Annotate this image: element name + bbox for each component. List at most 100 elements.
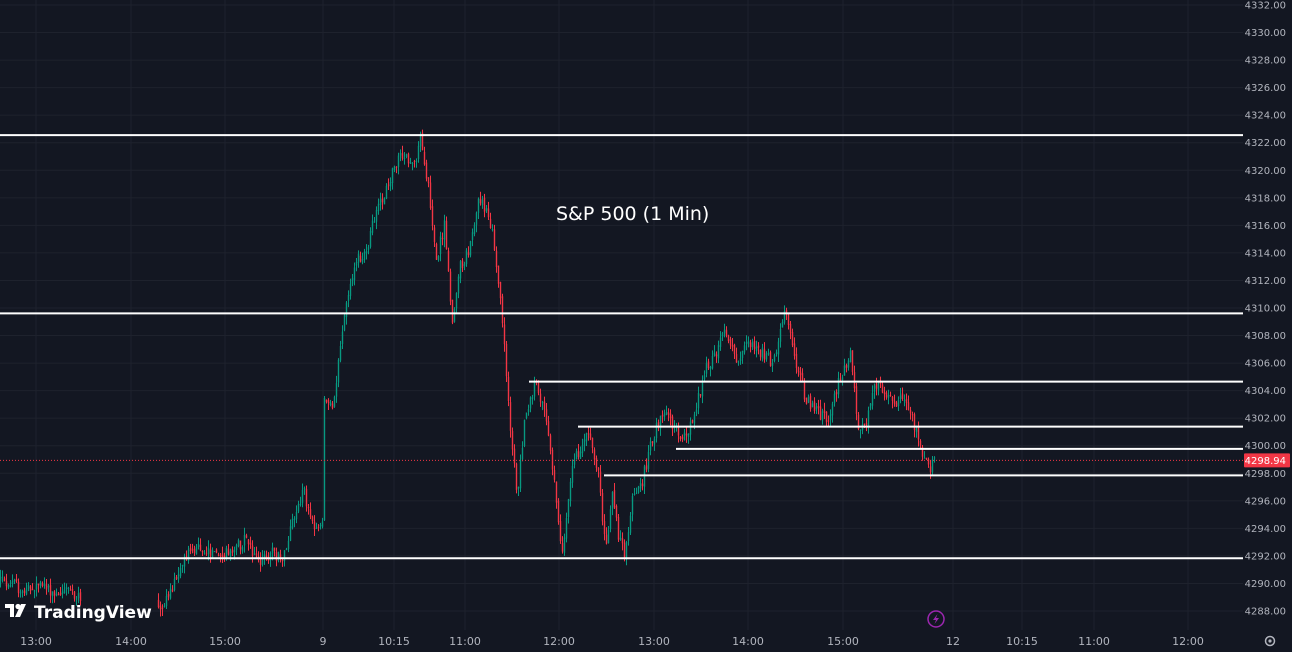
candle-body xyxy=(545,409,548,422)
time-axis[interactable]: 13:00 14:00 15:00 9 10:15 11:00 12:00 13:00 14:0… xyxy=(20,635,1204,648)
candle-body xyxy=(559,521,562,542)
gear-icon[interactable] xyxy=(1264,635,1276,647)
candle-body xyxy=(781,321,784,328)
candle-body xyxy=(469,241,472,256)
candle-body xyxy=(695,409,698,414)
candle-body xyxy=(649,441,652,451)
candle-body xyxy=(397,155,400,168)
candle-body xyxy=(563,537,566,553)
price-tick-label: 4308.00 xyxy=(1245,331,1286,342)
candle-body xyxy=(55,593,58,596)
candle-body xyxy=(835,392,838,395)
candle-body xyxy=(851,350,854,372)
candle-body xyxy=(533,381,536,397)
candle-body xyxy=(183,556,186,567)
candle-body xyxy=(79,592,82,602)
candle-body xyxy=(813,401,816,412)
lightning-icon[interactable] xyxy=(927,610,945,628)
candle-body xyxy=(785,310,788,314)
candle-body xyxy=(427,177,430,184)
candle-body xyxy=(797,367,800,373)
candle-body xyxy=(529,397,532,409)
candle-body xyxy=(597,467,600,471)
candle-body xyxy=(761,347,764,359)
candle-body xyxy=(191,549,194,551)
candle-body xyxy=(521,447,524,460)
candle-body xyxy=(615,505,618,518)
candle-body xyxy=(181,565,184,567)
candle-body xyxy=(17,581,20,593)
candle-body xyxy=(629,515,632,533)
candle-body xyxy=(815,406,818,410)
candle-body xyxy=(677,425,680,436)
candle-body xyxy=(791,331,794,346)
candle-body xyxy=(613,490,616,508)
candle-body xyxy=(723,329,726,334)
candle-body xyxy=(681,437,684,439)
candle-body xyxy=(75,598,78,600)
candle-body xyxy=(179,567,182,577)
candle-body xyxy=(889,395,892,397)
candle-body xyxy=(605,534,608,544)
candle-body xyxy=(261,557,264,565)
candle-body xyxy=(329,402,332,406)
candle-body xyxy=(197,544,200,548)
candle-body xyxy=(485,208,488,211)
candle-body xyxy=(757,345,760,348)
candle-body xyxy=(543,401,546,410)
candle-body xyxy=(929,466,932,473)
candle-body xyxy=(289,526,292,541)
candle-body xyxy=(237,540,240,547)
candle-body xyxy=(895,402,898,407)
candle-body xyxy=(755,346,758,351)
brand-watermark: TradingView xyxy=(5,603,152,623)
candle-body xyxy=(453,308,456,322)
price-tick-label: 4310.00 xyxy=(1245,304,1286,315)
candle-body xyxy=(547,421,550,436)
price-tick-label: 4304.00 xyxy=(1245,386,1286,397)
candle-body xyxy=(499,281,502,299)
candle-body xyxy=(349,283,352,296)
candle-body xyxy=(927,458,930,465)
candle-body xyxy=(655,423,658,439)
candle-body xyxy=(663,413,666,417)
candle-body xyxy=(551,449,554,470)
candle-body xyxy=(307,506,310,509)
candle-body xyxy=(713,352,716,356)
candle-body xyxy=(379,199,382,206)
candle-body xyxy=(423,151,426,165)
candle-body xyxy=(893,400,896,404)
candle-body xyxy=(287,540,290,549)
candle-body xyxy=(381,198,384,203)
price-tick-label: 4324.00 xyxy=(1245,111,1286,122)
candle-body xyxy=(873,385,876,392)
current-price-label: 4298.94 xyxy=(1245,456,1286,467)
candle-body xyxy=(407,153,410,164)
candle-body xyxy=(201,550,204,553)
candle-body xyxy=(65,587,68,589)
candle-body xyxy=(479,198,482,204)
candle-body xyxy=(433,227,436,242)
candle-body xyxy=(359,255,362,262)
candle-body xyxy=(53,591,56,596)
candle-body xyxy=(523,419,526,446)
candle-body xyxy=(193,548,196,553)
candle-body xyxy=(765,353,768,360)
candle-body xyxy=(699,394,702,396)
candle-body xyxy=(281,559,284,562)
candle-body xyxy=(783,311,786,323)
candle-body xyxy=(837,378,840,395)
candle-body xyxy=(309,509,312,518)
candle-body xyxy=(539,393,542,402)
candle-body xyxy=(891,396,894,401)
price-axis[interactable]: 4332.00 4330.00 4328.00 4326.00 4324.00 4322.… xyxy=(1243,0,1292,630)
candle-body xyxy=(541,402,544,404)
candle-body xyxy=(319,525,322,527)
candle-body xyxy=(465,250,468,264)
candle-body xyxy=(727,335,730,341)
candle-body xyxy=(211,549,214,558)
candle-body xyxy=(205,553,208,555)
candle-body xyxy=(805,397,808,404)
